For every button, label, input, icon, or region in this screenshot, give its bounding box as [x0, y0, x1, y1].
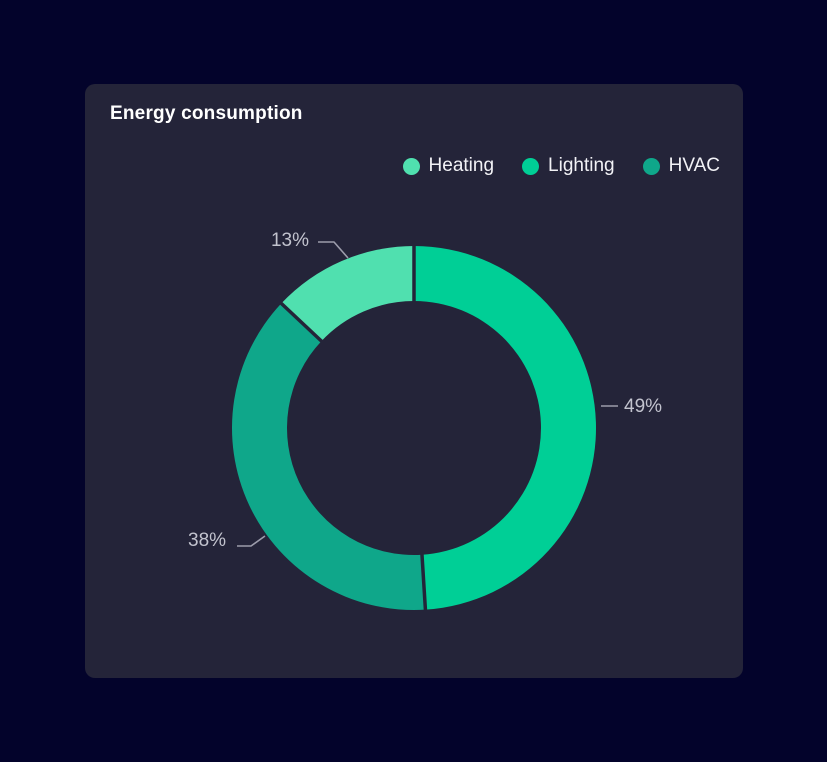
segment-gap-line [420, 551, 428, 611]
legend-item-heating[interactable]: Heating [402, 155, 495, 177]
legend-item-hvac[interactable]: HVAC [642, 155, 720, 177]
percent-label-hvac: 38% [188, 530, 227, 551]
chart-legend: Heating Lighting HVAC [402, 153, 720, 179]
heating-dot-icon [402, 157, 420, 175]
segment-gap-line [277, 300, 325, 345]
percent-label-heating: 13% [270, 230, 309, 251]
energy-consumption-card: Energy consumption Heating Lighting HVAC… [85, 84, 743, 678]
hvac-dot-icon [642, 157, 660, 175]
donut-chart [232, 245, 596, 611]
card-title: Energy consumption [110, 103, 303, 124]
donut-segment-heating[interactable] [281, 246, 414, 342]
legend-label-heating: Heating [428, 155, 495, 176]
legend-label-lighting: Lighting [548, 155, 615, 176]
legend-item-lighting[interactable]: Lighting [522, 155, 615, 177]
donut-segment-hvac[interactable] [232, 303, 426, 610]
donut-segment-lighting[interactable] [414, 246, 596, 610]
percent-label-lighting: 49% [624, 396, 663, 417]
legend-label-hvac: HVAC [668, 155, 720, 176]
lighting-dot-icon [522, 157, 540, 175]
